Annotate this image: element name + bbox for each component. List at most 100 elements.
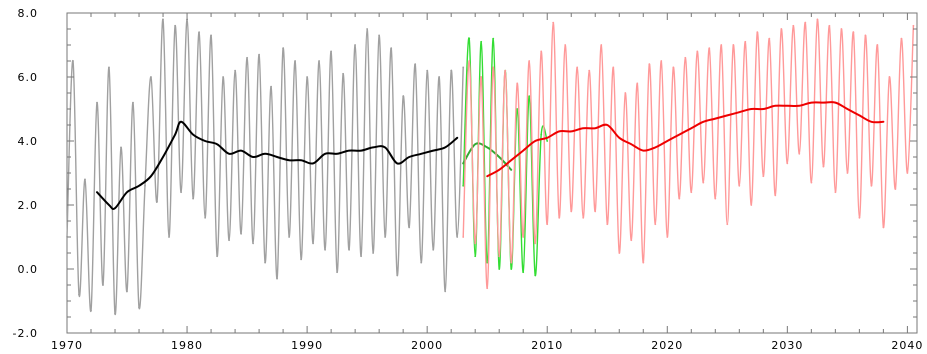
x-tick-label-1980: 1980 — [171, 339, 203, 352]
series-0-point-19 — [180, 191, 183, 194]
series-0-point-26 — [222, 76, 225, 78]
y-tick-label-4.0: 4.0 — [18, 135, 39, 148]
series-0-point-31 — [252, 242, 255, 245]
series-4-point-14 — [546, 223, 549, 226]
series-2-point-1 — [468, 37, 471, 40]
series-4-point-31 — [648, 63, 651, 66]
series-4-point-20 — [582, 216, 585, 219]
series-0-point-56 — [402, 95, 405, 98]
series-4-point-18 — [570, 210, 573, 213]
series-4-point-35 — [672, 66, 675, 69]
series-4-point-46 — [738, 184, 741, 187]
series-4-point-3 — [480, 76, 483, 78]
series-4-point-34 — [666, 236, 669, 238]
series-4-point-73 — [900, 37, 903, 40]
series-4-point-0 — [462, 236, 465, 238]
series-0-point-22 — [198, 31, 201, 34]
series-4-point-66 — [858, 216, 861, 219]
series-0-point-48 — [354, 44, 356, 46]
series-0-point-47 — [348, 248, 350, 251]
x-tick-label-2000: 2000 — [411, 339, 443, 352]
series-2-point-5 — [492, 37, 495, 40]
series-4-point-51 — [768, 37, 771, 40]
series-0-point-35 — [276, 277, 278, 280]
series-0-point-4 — [90, 309, 92, 312]
series-0-point-45 — [336, 271, 338, 274]
y-tick-label-0.0: 0.0 — [18, 263, 39, 276]
y-tick-label-6.0: 6.0 — [18, 71, 39, 84]
series-4-point-8 — [510, 261, 513, 264]
series-0-point-59 — [420, 261, 423, 264]
series-line-0 — [66, 18, 464, 315]
series-4-point-41 — [708, 47, 711, 50]
series-0-point-24 — [210, 34, 213, 37]
series-0-point-25 — [216, 255, 219, 258]
series-4-point-36 — [678, 197, 681, 200]
series-0-point-32 — [258, 53, 260, 56]
series-4-point-57 — [804, 21, 807, 24]
series-2-point-3 — [480, 40, 483, 43]
series-2-point-2 — [474, 255, 477, 258]
series-4-point-50 — [762, 175, 765, 178]
series-2-point-14 — [546, 140, 549, 142]
series-0-point-37 — [288, 236, 290, 238]
series-0-point-33 — [264, 261, 266, 264]
series-4-point-70 — [882, 226, 885, 229]
series-4-point-44 — [726, 223, 729, 226]
series-4-point-6 — [498, 255, 501, 258]
series-line-5 — [486, 101, 885, 178]
series-4-point-30 — [642, 261, 645, 264]
series-4-point-72 — [894, 188, 897, 190]
series-2-point-10 — [522, 271, 525, 274]
series-0-point-36 — [282, 47, 284, 50]
series-0-point-65 — [456, 236, 459, 238]
series-4-point-21 — [588, 69, 591, 72]
series-0-point-29 — [240, 232, 243, 235]
series-0-point-23 — [204, 216, 207, 219]
series-4-point-26 — [618, 252, 621, 254]
series-4-point-40 — [702, 181, 705, 184]
series-line-3 — [462, 142, 513, 171]
series-0-point-66 — [462, 66, 465, 69]
series-4-point-15 — [552, 21, 555, 24]
series-0-point-17 — [168, 236, 170, 238]
series-0-point-50 — [366, 28, 368, 30]
series-2-point-11 — [528, 95, 531, 98]
series-4-point-48 — [750, 204, 753, 206]
series-0-point-41 — [312, 242, 314, 245]
series-4-point-25 — [612, 66, 615, 69]
series-4-point-55 — [792, 24, 795, 27]
series-0-point-55 — [396, 274, 399, 277]
series-0-point-10 — [126, 290, 128, 293]
series-4-point-56 — [798, 152, 801, 155]
series-0-point-49 — [360, 255, 362, 258]
series-0-point-9 — [120, 146, 122, 149]
series-2-point-6 — [498, 268, 501, 270]
series-4-point-59 — [816, 18, 819, 21]
series-4-point-38 — [690, 191, 693, 194]
series-4-point-13 — [540, 50, 543, 53]
series-0-point-39 — [300, 258, 302, 261]
series-4-point-24 — [606, 223, 609, 226]
series-4-point-49 — [756, 31, 759, 34]
series-0-point-57 — [408, 226, 411, 229]
series-0-point-16 — [162, 18, 164, 21]
series-0-point-58 — [414, 63, 417, 66]
series-4-point-65 — [852, 31, 855, 34]
series-line-4 — [462, 18, 915, 289]
y-tick-label-8.0: 8.0 — [18, 7, 39, 20]
series-4-point-5 — [492, 66, 495, 69]
series-0-point-28 — [234, 69, 237, 72]
series-4-point-33 — [660, 60, 663, 62]
series-0-point-21 — [192, 197, 195, 200]
series-0-point-6 — [102, 284, 104, 286]
series-4-point-71 — [888, 76, 891, 78]
series-4-point-42 — [714, 197, 717, 200]
series-4-point-69 — [876, 44, 879, 46]
series-0-point-40 — [306, 76, 308, 78]
series-2-point-8 — [510, 268, 513, 270]
series-0-point-54 — [390, 47, 393, 50]
series-0-point-64 — [450, 69, 453, 72]
series-4-point-9 — [516, 82, 519, 85]
